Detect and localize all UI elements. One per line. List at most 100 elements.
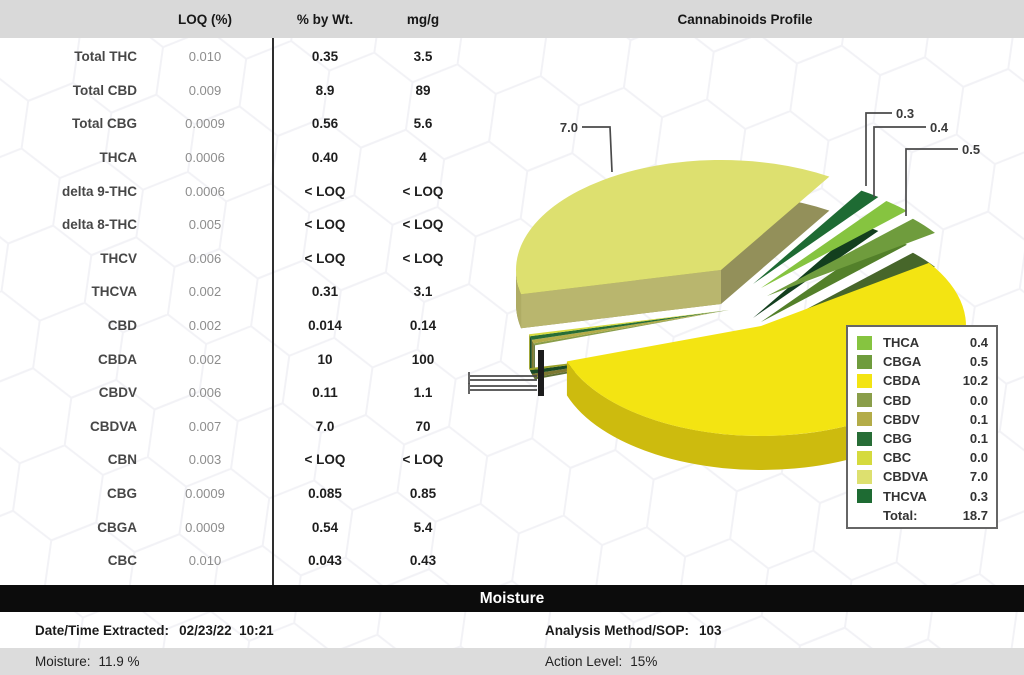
legend-label: CBDV (883, 411, 920, 427)
legend-row: CBDVA 7.0 (857, 467, 988, 486)
cell-loq: 0.006 (188, 385, 222, 401)
cell-pct-by-wt: 0.014 (308, 318, 342, 334)
cell-pct-by-wt: 0.35 (311, 49, 339, 65)
cell-mg-g: 0.85 (409, 486, 437, 502)
table-row: delta 8-THC 0.005 < LOQ < LOQ (0, 208, 470, 242)
cell-mg-g: < LOQ (402, 250, 444, 266)
date-extracted-value: 02/23/22 10:21 (179, 622, 274, 638)
analysis-method-value: 103 (699, 622, 722, 638)
action-level-value: 15% (630, 654, 658, 669)
legend-label: CBC (883, 450, 912, 466)
cell-analyte-name: Total CBD (72, 82, 137, 98)
cell-loq: 0.010 (188, 553, 222, 569)
legend-swatch (857, 450, 872, 465)
legend-value: 0.1 (969, 411, 988, 427)
cell-mg-g: 5.6 (413, 116, 433, 132)
cell-pct-by-wt: 0.40 (311, 150, 339, 166)
table-row: THCVA 0.002 0.31 3.1 (0, 275, 470, 309)
legend-swatch (857, 489, 872, 504)
table-row: CBD 0.002 0.014 0.14 (0, 309, 470, 343)
legend-swatch (857, 373, 872, 388)
moisture-row-1: Date/Time Extracted: 02/23/22 10:21 Anal… (0, 612, 1024, 648)
cell-loq: 0.0006 (185, 183, 225, 199)
legend-row: CBC 0.0 (857, 448, 988, 467)
cell-loq: 0.0006 (185, 150, 225, 166)
legend-label: CBGA (883, 354, 922, 370)
cell-analyte-name: CBGA (97, 519, 137, 535)
cell-analyte-name: THCV (100, 250, 137, 266)
legend-label: CBD (883, 392, 912, 408)
cell-analyte-name: CBC (107, 553, 137, 569)
moisture-value: 11.9 % (98, 654, 140, 669)
legend-value: 0.5 (969, 354, 988, 370)
cell-analyte-name: delta 9-THC (61, 183, 137, 199)
cell-loq: 0.002 (188, 351, 222, 367)
cell-analyte-name: CBG (107, 486, 137, 502)
cell-pct-by-wt: 7.0 (315, 418, 335, 434)
moisture-label: Moisture: (35, 654, 91, 669)
legend-swatch (857, 431, 872, 446)
table-row: CBG 0.0009 0.085 0.85 (0, 477, 470, 511)
cell-analyte-name: Total CBG (72, 116, 137, 132)
column-header-loq: LOQ (%) (178, 11, 232, 27)
legend-rows: THCA 0.4 CBGA 0.5 CBDA 10.2 CBD 0.0 CBDV 0.1 CBG 0.… (857, 333, 988, 506)
cell-mg-g: 5.4 (413, 519, 433, 535)
cell-pct-by-wt: < LOQ (304, 217, 346, 233)
table-row: CBDV 0.006 0.11 1.1 (0, 376, 470, 410)
legend-value: 0.3 (969, 488, 988, 504)
cell-pct-by-wt: 0.043 (308, 553, 342, 569)
legend-row: CBDV 0.1 (857, 410, 988, 429)
pie-legend: THCA 0.4 CBGA 0.5 CBDA 10.2 CBD 0.0 CBDV 0.1 CBG 0.… (846, 325, 998, 529)
cell-mg-g: 3.5 (413, 49, 433, 65)
pie-slice-cbc-wall (529, 334, 530, 371)
date-extracted-label: Date/Time Extracted: (35, 622, 170, 638)
legend-row: CBDA 10.2 (857, 371, 988, 390)
legend-value: 0.0 (969, 450, 988, 466)
moisture-section-bar: Moisture (0, 585, 1024, 612)
cell-loq: 0.0009 (185, 519, 225, 535)
legend-row: THCA 0.4 (857, 333, 988, 352)
legend-label: THCA (883, 335, 920, 351)
analysis-method-label: Analysis Method/SOP: (545, 622, 690, 638)
cell-pct-by-wt: 8.9 (315, 82, 335, 98)
moisture-row-2: Moisture: 11.9 % Action Level: 15% (0, 648, 1024, 675)
cell-analyte-name: CBDA (98, 351, 137, 367)
table-divider-line (272, 38, 274, 585)
callout-thcva: 0.3 (896, 106, 914, 121)
cell-analyte-name: delta 8-THC (61, 217, 137, 233)
cell-analyte-name: THCVA (91, 284, 138, 300)
cell-analyte-name: THCA (99, 150, 138, 166)
table-row: THCV 0.006 < LOQ < LOQ (0, 242, 470, 276)
legend-label: CBDVA (883, 469, 929, 485)
cell-pct-by-wt: 0.56 (311, 116, 339, 132)
table-row: CBN 0.003 < LOQ < LOQ (0, 443, 470, 477)
pie-slice-thca (761, 200, 907, 288)
legend-value: 0.1 (969, 431, 988, 447)
callout-leader-lines (468, 112, 958, 394)
table-row: CBDA 0.002 10 100 (0, 342, 470, 376)
cell-loq: 0.007 (188, 418, 222, 434)
pie-slice-cbg-wall (529, 336, 532, 374)
pie-slice-cbd (533, 310, 729, 346)
cell-analyte-name: Total THC (74, 49, 137, 65)
legend-label: CBG (883, 431, 912, 447)
cell-mg-g: < LOQ (402, 183, 444, 199)
cell-pct-by-wt: 10 (317, 351, 333, 367)
cell-loq: 0.002 (188, 318, 222, 334)
pie-slice-cbc (529, 310, 729, 337)
legend-swatch (857, 412, 872, 427)
legend-total-value: 18.7 (962, 507, 988, 523)
cell-loq: 0.002 (188, 284, 222, 300)
table-row: Total CBD 0.009 8.9 89 (0, 74, 470, 108)
cell-loq: 0.010 (188, 49, 222, 65)
pie-left-edge-shadow (538, 350, 544, 396)
legend-row: CBGA 0.5 (857, 352, 988, 371)
cell-mg-g: 0.14 (409, 318, 437, 334)
legend-total-row: Total: 18.7 (857, 506, 988, 525)
legend-row: CBG 0.1 (857, 429, 988, 448)
pie-slice-cbdv (531, 310, 729, 344)
cell-loq: 0.009 (188, 82, 222, 98)
cell-analyte-name: CBDV (98, 385, 137, 401)
legend-value: 0.4 (969, 335, 988, 351)
